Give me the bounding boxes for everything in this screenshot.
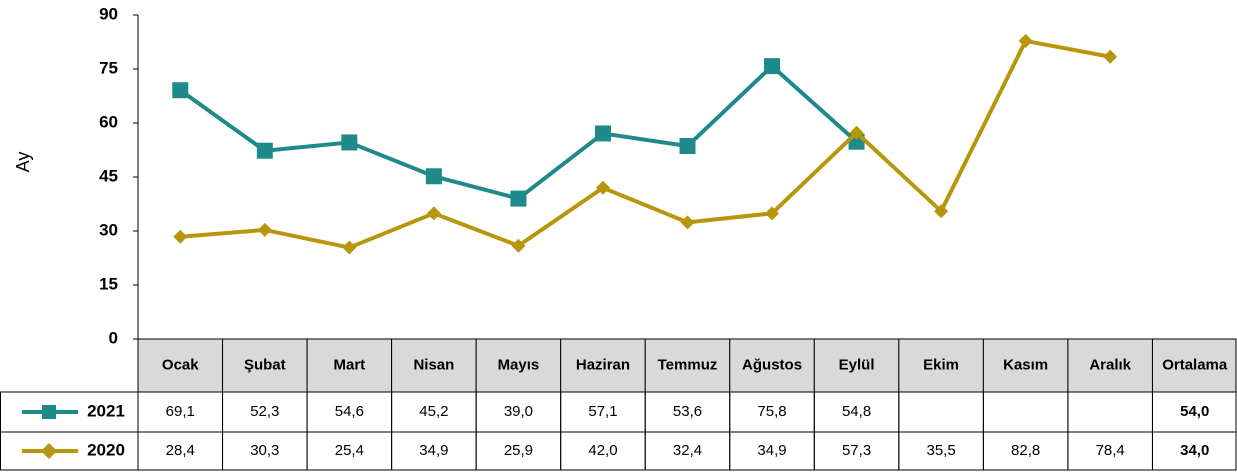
table-value: 75,8 xyxy=(757,403,786,420)
table-value: 35,5 xyxy=(927,442,956,459)
table-value: 30,3 xyxy=(250,442,279,459)
point-marker xyxy=(765,206,780,221)
table-value: 45,2 xyxy=(419,403,448,420)
table-value: 52,3 xyxy=(250,403,279,420)
x-tick-label: Ağustos xyxy=(742,356,802,373)
y-tick-label: 90 xyxy=(99,4,118,23)
table-value: 82,8 xyxy=(1011,442,1040,459)
table-average: 54,0 xyxy=(1180,403,1209,420)
table-value: 69,1 xyxy=(166,403,195,420)
legend-marker xyxy=(42,405,56,419)
x-tick-label: Haziran xyxy=(576,356,630,373)
point-marker xyxy=(173,229,188,244)
legend-label: 2020 xyxy=(87,440,125,459)
point-marker xyxy=(934,204,949,219)
table-value: 25,4 xyxy=(335,442,364,459)
y-tick-label: 45 xyxy=(99,166,118,185)
point-marker xyxy=(1018,33,1033,48)
x-tick-label: Aralık xyxy=(1089,356,1131,373)
point-marker xyxy=(342,240,357,255)
table-cell xyxy=(1067,391,1153,433)
point-marker xyxy=(849,125,864,140)
table-value: 53,6 xyxy=(673,403,702,420)
y-tick-label: 15 xyxy=(99,274,118,293)
table-value: 39,0 xyxy=(504,403,533,420)
header-cell xyxy=(1067,338,1153,393)
table-value: 42,0 xyxy=(588,442,617,459)
average-header: Ortalama xyxy=(1162,356,1228,373)
point-marker xyxy=(680,215,695,230)
header-cell xyxy=(222,338,308,393)
point-marker xyxy=(341,134,358,151)
x-tick-label: Ocak xyxy=(162,356,199,373)
point-marker xyxy=(172,82,189,99)
table-value: 54,8 xyxy=(842,403,871,420)
point-marker xyxy=(595,180,610,195)
header-cell xyxy=(982,338,1069,393)
x-tick-label: Nisan xyxy=(413,356,454,373)
point-marker xyxy=(764,58,781,75)
table-cell xyxy=(1151,431,1237,471)
table-value: 34,9 xyxy=(419,442,448,459)
point-marker xyxy=(594,125,611,142)
point-marker xyxy=(511,238,526,253)
table-average: 34,0 xyxy=(1180,442,1209,459)
point-marker xyxy=(510,190,527,207)
table-cell xyxy=(982,391,1069,433)
table-value: 57,1 xyxy=(588,403,617,420)
header-cell xyxy=(729,338,815,393)
table-value: 57,3 xyxy=(842,442,871,459)
header-cell xyxy=(137,338,224,393)
point-marker xyxy=(679,138,696,155)
header-cell xyxy=(560,338,646,393)
table-cell xyxy=(898,391,984,433)
legend-label: 2021 xyxy=(87,401,125,420)
table-value: 32,4 xyxy=(673,442,702,459)
legend-marker xyxy=(41,443,57,459)
point-marker xyxy=(426,206,441,221)
x-tick-label: Mart xyxy=(334,356,366,373)
table-value: 25,9 xyxy=(504,442,533,459)
series-line xyxy=(180,38,1111,250)
series-line xyxy=(179,64,858,201)
point-marker xyxy=(256,142,273,159)
x-tick-label: Eylül xyxy=(839,356,875,373)
y-tick-label: 60 xyxy=(99,112,118,131)
point-marker xyxy=(425,168,442,185)
point-marker xyxy=(257,222,272,237)
table-value: 28,4 xyxy=(166,442,195,459)
header-cell xyxy=(644,338,731,393)
x-tick-label: Şubat xyxy=(244,356,286,373)
y-tick-label: 30 xyxy=(99,220,118,239)
x-tick-label: Kasım xyxy=(1003,356,1048,373)
table-value: 34,9 xyxy=(757,442,786,459)
table-value: 54,6 xyxy=(335,403,364,420)
x-tick-label: Mayıs xyxy=(498,356,540,373)
y-tick-label: 75 xyxy=(99,58,118,77)
point-marker xyxy=(1103,49,1118,64)
x-tick-label: Ekim xyxy=(923,356,959,373)
y-axis-label: Ay xyxy=(13,152,33,173)
table-value: 78,4 xyxy=(1096,442,1125,459)
x-tick-label: Temmuz xyxy=(658,356,718,373)
y-tick-label: 0 xyxy=(109,328,118,347)
